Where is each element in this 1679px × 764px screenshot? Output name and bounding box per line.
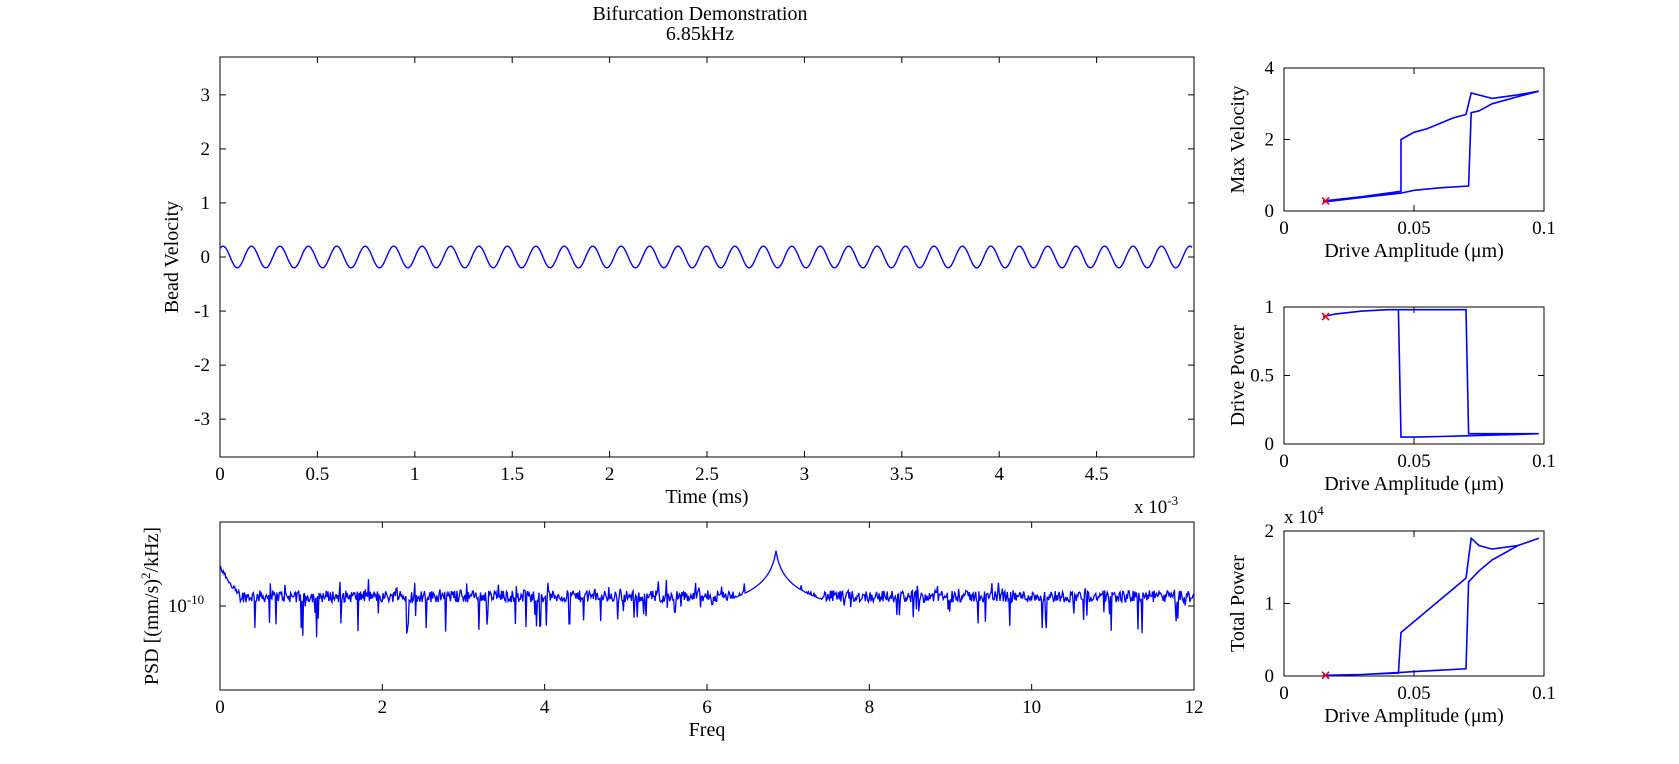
velocity-ytick-label: -2 xyxy=(194,355,210,376)
psd-xtick-label: 10 xyxy=(1022,697,1041,718)
maxvel-series-line xyxy=(1322,90,1540,203)
psd-ylabel: PSD [(mm/s)2/kHz] xyxy=(138,527,163,685)
psd-axes-frame xyxy=(219,521,1195,691)
velocity-xtick-label: 1.5 xyxy=(500,464,524,485)
velocity-ytick-label: -3 xyxy=(194,409,210,430)
drivepower-ytick-label: 1 xyxy=(1265,297,1275,318)
drivepower-xtick-label: 0 xyxy=(1279,451,1289,472)
psd-series-line xyxy=(219,550,1195,638)
velocity-xlabel: Time (ms) xyxy=(665,486,748,508)
totalpower-xtick-label: 0.1 xyxy=(1532,683,1556,704)
drivepower-xtick-label: 0.05 xyxy=(1397,451,1430,472)
velocity-xtick-label: 0.5 xyxy=(306,464,330,485)
drivepower-axes-frame xyxy=(1283,306,1545,445)
maxvel-ytick-label: 4 xyxy=(1265,58,1275,79)
drivepower-ylabel: Drive Power xyxy=(1227,324,1249,426)
velocity-ytick-label: 2 xyxy=(201,139,211,160)
totalpower-y-multiplier: x 104 xyxy=(1284,503,1324,528)
velocity-ylabel: Bead Velocity xyxy=(161,201,183,313)
totalpower-xlabel: Drive Amplitude (μm) xyxy=(1324,705,1504,727)
velocity-ytick-label: -1 xyxy=(194,301,210,322)
figure-subtitle: 6.85kHz xyxy=(666,23,734,45)
psd-xlabel: Freq xyxy=(689,719,726,741)
psd-xtick-label: 6 xyxy=(702,697,712,718)
drivepower-ytick-label: 0.5 xyxy=(1250,366,1274,387)
psd-xtick-label: 0 xyxy=(215,697,225,718)
maxvel-xlabel: Drive Amplitude (μm) xyxy=(1324,240,1504,262)
velocity-xtick-label: 3.5 xyxy=(890,464,914,485)
psd-ytick-label: 10-10 xyxy=(168,592,204,617)
totalpower-xtick-label: 0 xyxy=(1279,683,1289,704)
velocity-ytick-label: 0 xyxy=(201,247,211,268)
velocity-xtick-label: 1 xyxy=(410,464,420,485)
drivepower-ytick-label: 0 xyxy=(1265,434,1275,455)
totalpower-ylabel: Total Power xyxy=(1227,555,1249,652)
psd-xtick-label: 8 xyxy=(865,697,875,718)
maxvel-xtick-label: 0.05 xyxy=(1397,218,1430,239)
maxvel-ylabel: Max Velocity xyxy=(1227,86,1249,194)
maxvel-ytick-label: 0 xyxy=(1265,201,1275,222)
maxvel-ytick-label: 2 xyxy=(1265,130,1275,151)
totalpower-ytick-label: 1 xyxy=(1265,594,1275,615)
maxvel-xtick-label: 0.1 xyxy=(1532,218,1556,239)
maxvel-start-marker xyxy=(1321,196,1330,206)
velocity-xtick-label: 3 xyxy=(800,464,810,485)
velocity-xtick-label: 0 xyxy=(215,464,225,485)
drivepower-series-line xyxy=(1322,308,1539,438)
velocity-ytick-label: 1 xyxy=(201,193,211,214)
velocity-ytick-label: 3 xyxy=(201,85,211,106)
totalpower-series-line xyxy=(1322,536,1540,677)
drivepower-xlabel: Drive Amplitude (μm) xyxy=(1324,473,1504,495)
totalpower-ytick-label: 2 xyxy=(1265,521,1275,542)
velocity-xtick-label: 4.5 xyxy=(1085,464,1109,485)
totalpower-xtick-label: 0.05 xyxy=(1397,683,1430,704)
figure-title: Bifurcation Demonstration xyxy=(593,3,808,25)
psd-xtick-label: 2 xyxy=(378,697,388,718)
drivepower-xtick-label: 0.1 xyxy=(1532,451,1556,472)
velocity-xtick-label: 2 xyxy=(605,464,615,485)
psd-xtick-label: 4 xyxy=(540,697,550,718)
velocity-x-multiplier: x 10-3 xyxy=(1134,493,1178,518)
velocity-xtick-label: 4 xyxy=(994,464,1004,485)
drivepower-start-marker xyxy=(1321,312,1330,321)
velocity-series-line xyxy=(219,245,1193,269)
velocity-axes-frame xyxy=(219,56,1195,458)
velocity-xtick-label: 2.5 xyxy=(695,464,719,485)
maxvel-xtick-label: 0 xyxy=(1279,218,1289,239)
psd-xtick-label: 12 xyxy=(1185,697,1204,718)
totalpower-ytick-label: 0 xyxy=(1265,666,1275,687)
totalpower-start-marker xyxy=(1321,671,1330,680)
